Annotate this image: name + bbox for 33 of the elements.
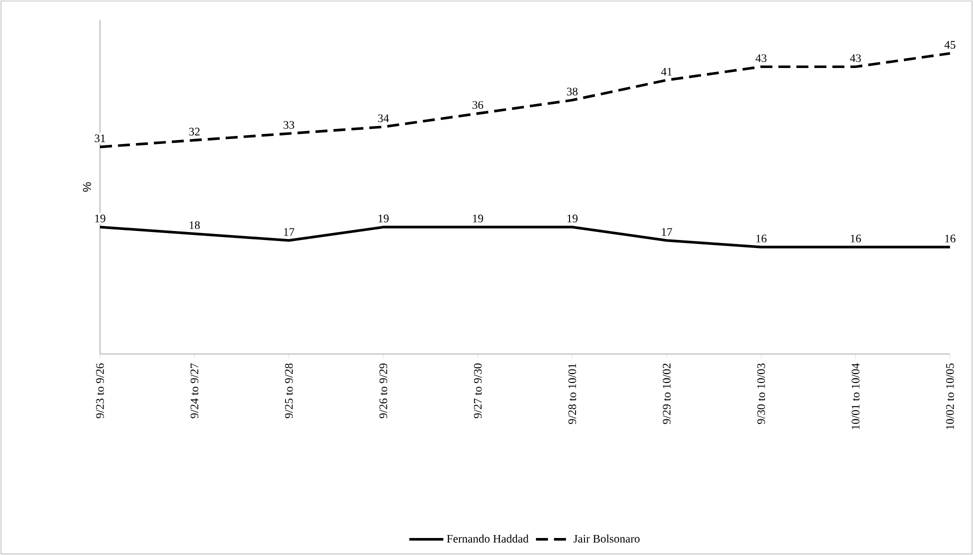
x-tick-label: 10/02 to 10/05: [946, 363, 954, 430]
x-tick-label: 9/27 to 9/30: [474, 363, 482, 418]
data-label: 36: [472, 101, 484, 109]
data-label: 16: [945, 234, 956, 242]
data-label: 17: [662, 228, 672, 236]
data-label: 16: [850, 234, 861, 242]
x-tick-label: 9/23 to 9/26: [96, 363, 104, 418]
data-label: 34: [378, 114, 389, 122]
x-tick-label: 9/29 to 10/02: [662, 364, 671, 424]
data-label: 43: [756, 54, 766, 62]
legend-label: Jair Bolsonaro: [574, 534, 640, 543]
data-label: 32: [189, 128, 200, 136]
data-label: 19: [473, 214, 484, 222]
data-label: 45: [944, 41, 956, 49]
x-tick-label: 9/25 to 9/28: [285, 363, 293, 418]
data-label: 17: [284, 228, 294, 236]
data-label: 41: [661, 68, 672, 76]
data-label: 31: [94, 134, 106, 142]
x-tick-label: 10/01 to 10/04: [852, 363, 860, 430]
y-axis-title: %: [82, 182, 91, 192]
data-label: 18: [190, 221, 200, 230]
data-label: 19: [568, 214, 578, 222]
data-label: 16: [756, 234, 767, 242]
legend-label: Fernando Haddad: [446, 534, 529, 543]
data-label: 38: [567, 88, 578, 96]
x-tick-label: 9/28 to 10/01: [568, 364, 576, 424]
x-tick-label: 9/30 to 10/03: [757, 363, 765, 424]
data-label: 43: [850, 54, 861, 62]
data-label: 33: [284, 121, 294, 129]
x-tick-label: 9/26 to 9/29: [379, 363, 388, 418]
data-label: 19: [95, 214, 106, 222]
data-label: 19: [378, 214, 389, 222]
x-tick-label: 9/24 to 9/27: [190, 363, 198, 418]
